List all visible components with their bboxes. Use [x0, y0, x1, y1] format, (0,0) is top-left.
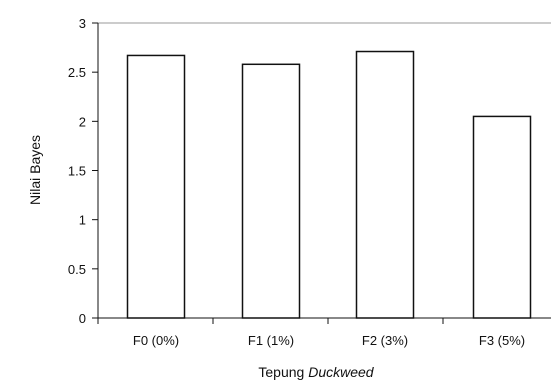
y-ticks: 0 0.5 1 1.5 2 2.5 3 [68, 16, 98, 326]
x-tick-labels: F0 (0%) F1 (1%) F2 (3%) F3 (5%) [133, 333, 525, 348]
y-tick-label: 2 [79, 114, 86, 129]
x-tick-label: F1 (1%) [248, 333, 294, 348]
bar-0 [126, 54, 186, 319]
y-tick-label: 2.5 [68, 65, 86, 80]
x-axis-title: Tepung Duckweed [258, 364, 374, 380]
bars [126, 50, 532, 319]
y-tick-label: 0 [79, 311, 86, 326]
x-tick-label: F3 (5%) [479, 333, 525, 348]
x-axis-title-italic: Duckweed [308, 364, 375, 380]
x-ticks [97, 318, 444, 324]
y-tick-label: 0.5 [68, 262, 86, 277]
x-tick-label: F0 (0%) [133, 333, 179, 348]
y-tick-label: 1.5 [68, 164, 86, 179]
y-tick-label: 1 [79, 213, 86, 228]
bar-2 [355, 50, 415, 319]
x-axis-title-plain: Tepung [258, 364, 308, 380]
y-tick-label: 3 [79, 16, 86, 31]
bar-3 [472, 115, 532, 319]
y-axis-title: Nilai Bayes [27, 135, 43, 205]
x-tick-label: F2 (3%) [362, 333, 408, 348]
bar-1 [241, 63, 301, 319]
